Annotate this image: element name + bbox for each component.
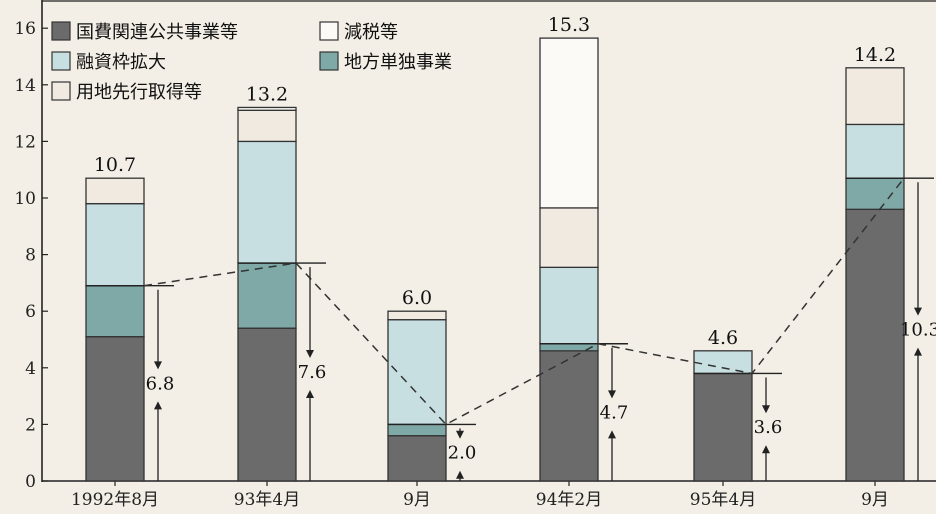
bar-segment <box>387 319 447 426</box>
bar-segment <box>539 350 599 482</box>
bars <box>85 37 905 482</box>
arrow-head-down <box>456 430 464 439</box>
bar-segment <box>845 208 905 482</box>
public-works-label: 3.6 <box>754 417 783 438</box>
bar-segment <box>693 350 753 375</box>
bar-segment <box>845 123 905 179</box>
y-tick-label: 6 <box>25 302 36 322</box>
public-works-label: 7.6 <box>298 362 327 383</box>
arrow-head-down <box>762 405 770 414</box>
x-tick-label: 9月 <box>861 490 889 510</box>
bar-segment <box>539 343 599 352</box>
bar-segment <box>85 336 145 482</box>
bar-segment <box>237 140 297 264</box>
arrow-head-down <box>154 361 162 370</box>
arrow-head-down <box>306 350 314 359</box>
y-tick-label: 2 <box>25 415 36 435</box>
y-tick-label: 4 <box>25 359 36 379</box>
y-tick-label: 10 <box>14 189 36 209</box>
bar-segment <box>85 203 145 287</box>
y-tick-label: 12 <box>14 132 36 152</box>
y-tick-label: 0 <box>25 472 36 492</box>
bar-segment <box>387 310 447 321</box>
y-tick-label: 16 <box>14 19 36 39</box>
bar-segment <box>539 207 599 268</box>
bar-segment <box>387 423 447 437</box>
legend-label: 地方単独事業 <box>344 52 452 73</box>
bar-segment <box>539 37 599 209</box>
bar-segment <box>237 327 297 482</box>
bar-segment <box>539 266 599 345</box>
bar-segment <box>237 262 297 329</box>
public-works-label: 2.0 <box>448 443 477 464</box>
total-label: 15.3 <box>548 14 590 36</box>
legend-swatch <box>51 81 71 101</box>
arrow-head-up <box>306 390 314 399</box>
annotations: 10.7 13.2 6.0 15.3 4.6 14.2 6.8 7.6 2.0 4.7 3.6 10.… <box>86 14 936 481</box>
bar-segment <box>693 372 753 482</box>
arrow-head-up <box>608 430 616 439</box>
arrow-head-up <box>762 445 770 454</box>
arrow-head-down <box>914 307 922 316</box>
legend-swatch <box>319 51 339 71</box>
legend-label: 減税等 <box>344 22 398 43</box>
total-label: 6.0 <box>402 287 432 309</box>
legend-swatch <box>319 21 339 41</box>
total-label: 13.2 <box>246 83 288 105</box>
y-tick-label: 14 <box>14 76 36 96</box>
legend-label: 用地先行取得等 <box>76 82 202 103</box>
bar-segment <box>85 177 145 205</box>
x-tick-label: 94年2月 <box>536 490 602 510</box>
public-works-label: 10.3 <box>900 320 936 341</box>
bar-segment <box>845 177 905 210</box>
bar-segment <box>387 435 447 482</box>
legend-label: 国費関連公共事業等 <box>76 22 238 43</box>
arrow-head-down <box>608 390 616 399</box>
legend-label: 融資枠拡大 <box>76 52 166 73</box>
total-label: 10.7 <box>94 154 136 176</box>
x-tick-label: 9月 <box>403 490 431 510</box>
arrow-head-up <box>456 470 464 479</box>
arrow-head-up <box>154 401 162 410</box>
x-tick-label: 1992年8月 <box>71 490 159 510</box>
x-tick-label: 95年4月 <box>690 490 756 510</box>
y-tick-label: 8 <box>25 246 36 266</box>
total-label: 4.6 <box>708 327 738 349</box>
x-tick-label: 93年4月 <box>234 490 300 510</box>
legend-swatch <box>51 51 71 71</box>
public-works-trend-line <box>143 177 905 426</box>
arrow-head-up <box>914 347 922 356</box>
bar-segment <box>85 285 145 338</box>
legend-swatch <box>51 21 71 41</box>
bar-segment <box>237 109 297 143</box>
bar-segment <box>845 67 905 126</box>
bar-segment <box>237 106 297 111</box>
axes: 0 2 4 6 8 10 12 14 16 1992年8月 93年4月 9月 94年2月 95年4月 9月 <box>14 0 936 510</box>
public-works-label: 6.8 <box>146 373 175 394</box>
total-label: 14.2 <box>854 44 896 66</box>
public-works-label: 4.7 <box>600 402 629 423</box>
